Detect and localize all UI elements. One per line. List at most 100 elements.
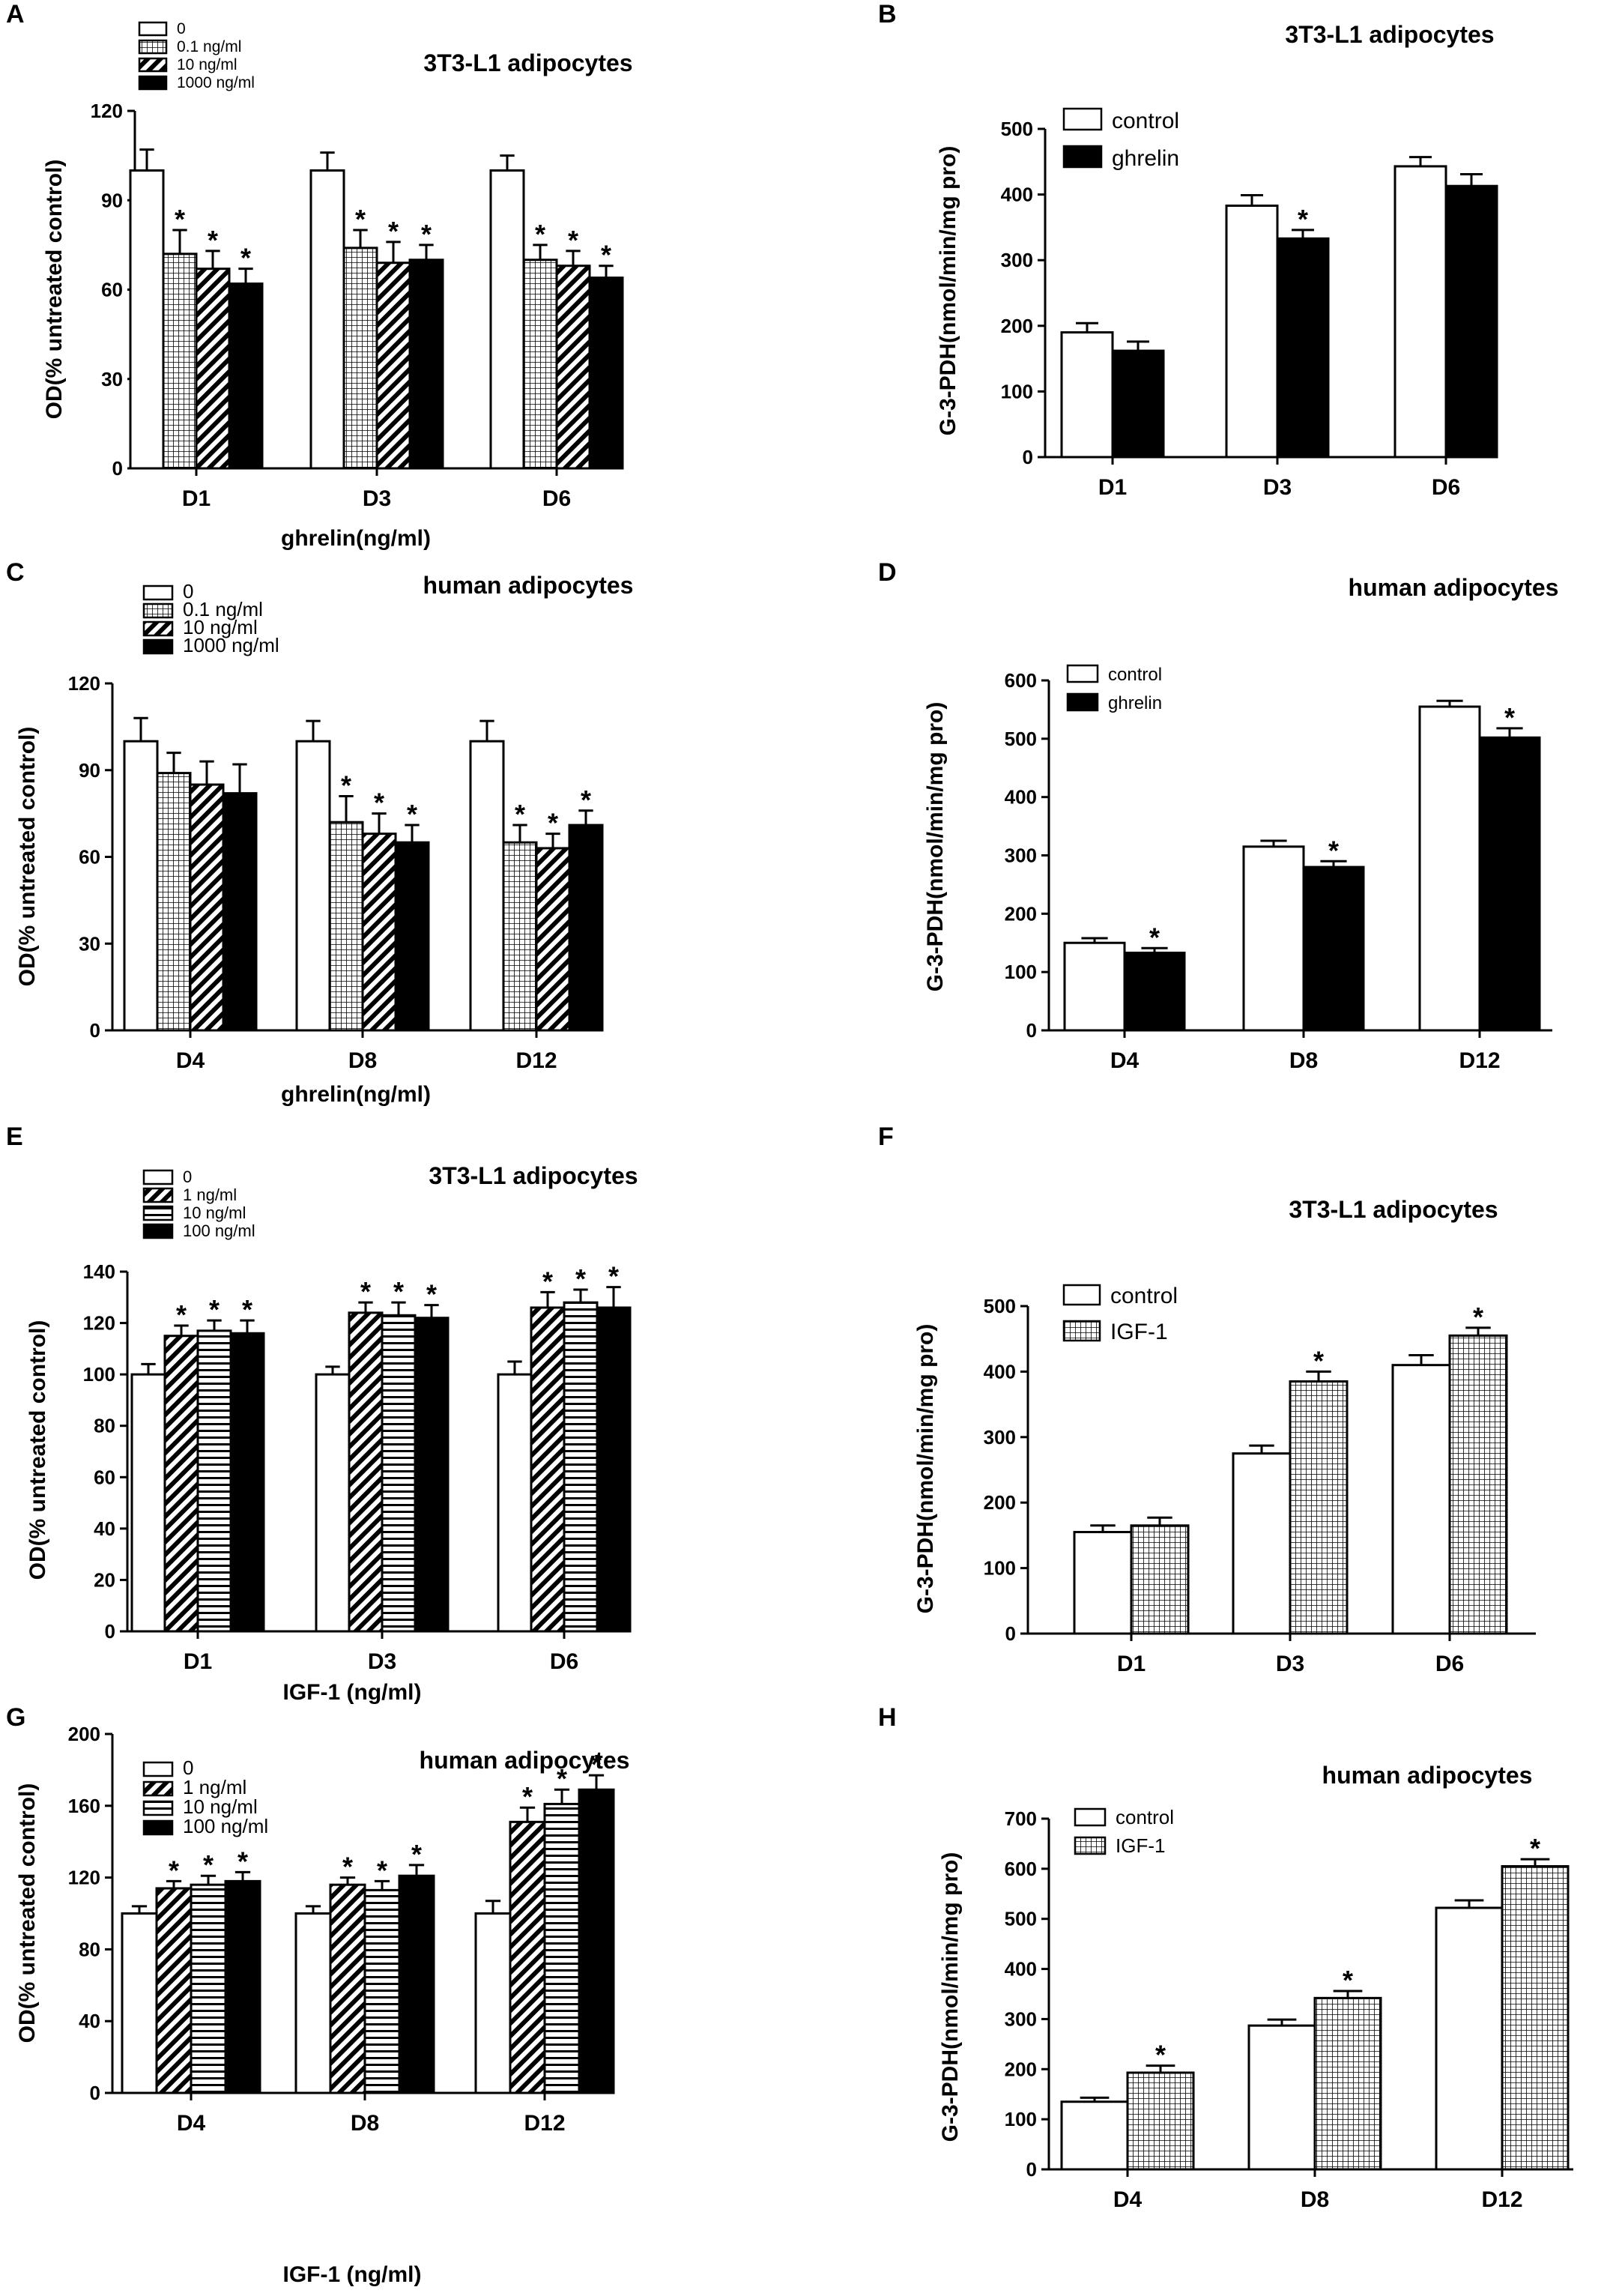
bar [394,841,430,1032]
y-tick-label: 90 [79,759,100,782]
bar [156,772,192,1032]
y-tick-label: 300 [1001,249,1033,271]
bar [1247,2024,1316,2171]
x-category-label: D8 [1289,1048,1318,1073]
legend-swatch [138,57,168,73]
legend-label: 0 [183,1756,193,1779]
legend-label: 0 [183,1167,192,1186]
significance-star: * [1530,1833,1540,1864]
y-tick-label: 40 [94,1517,115,1540]
y-tick-label: 20 [94,1568,115,1591]
panel-letter: D [878,558,897,587]
panel-a: A 3T3-L1 adipocytes 0 30 60 90 120 OD(% untreat… [6,0,633,551]
x-category-label: D4 [1110,1048,1140,1073]
chart-title: 3T3-L1 adipocytes [423,49,632,76]
bar [578,1788,615,2094]
legend-swatch [1074,1836,1107,1855]
significance-star: * [1473,1302,1483,1332]
legend-label: 100 ng/ml [183,1815,268,1837]
legend-swatch [142,1761,174,1777]
bar [228,283,264,470]
legend-label: 1000 ng/ml [183,634,279,656]
bar [294,1912,332,2094]
significance-star: * [581,785,591,815]
y-tick-label: 500 [1005,1908,1037,1930]
significance-star: * [341,770,351,800]
bar [315,1373,351,1633]
bar [1289,1380,1349,1635]
panel-e: E 3T3-L1 adipocytes 0 20 40 60 80 100 120 140 OD(%… [6,1123,638,1705]
legend-label: 10 ng/ml [183,1795,258,1818]
legend-swatch [142,1169,174,1185]
panel-letter: A [6,0,25,28]
x-category-label: D4 [176,1048,205,1073]
chart-title: 3T3-L1 adipocytes [1289,1196,1498,1223]
y-tick-label: 80 [79,1938,100,1960]
legend: control IGF-1 [1074,1806,1174,1857]
y-tick-label: 40 [79,2010,100,2032]
y-tick-label: 80 [94,1415,115,1437]
significance-star: * [411,1839,422,1870]
y-tick-label: 60 [101,279,123,301]
y-tick-label: 100 [1005,2108,1037,2130]
bar [121,1912,158,2094]
y-tick-label: 400 [984,1360,1016,1383]
y-tick-label: 90 [101,189,123,211]
bar [1111,349,1165,459]
significance-star: * [342,1852,353,1882]
y-axis-title: OD(% untreated control) [15,1783,40,2043]
chart-title: 3T3-L1 adipocytes [429,1162,638,1189]
bar [1060,2100,1129,2171]
bar [398,1874,435,2094]
x-axis-title: ghrelin(ng/ml) [281,526,431,551]
bar [1501,1865,1570,2171]
panel-letter: B [878,0,897,28]
significance-star: * [1313,1345,1324,1376]
y-tick-label: 700 [1005,1807,1037,1830]
legend-swatch [142,1780,174,1797]
x-category-label: D1 [182,486,211,511]
y-tick-label: 400 [1005,786,1037,809]
y-tick-label: 400 [1005,1958,1037,1981]
x-axis-title: IGF-1 (ng/ml) [283,2262,422,2287]
significance-star: * [1504,702,1515,733]
x-category-label: D8 [1301,2187,1329,2212]
y-tick-label: 0 [90,1019,100,1042]
bar [474,1912,512,2094]
y-tick-label: 100 [1005,961,1037,983]
y-tick-label: 300 [1005,2008,1037,2030]
bar [1435,1906,1504,2171]
bar [163,1335,199,1633]
significance-star: * [237,1846,248,1876]
panel-letter: F [878,1123,894,1151]
legend-label: 10 ng/ml [183,1203,246,1222]
legend: control ghrelin [1062,107,1179,171]
significance-star: * [522,1781,533,1812]
y-tick-label: 60 [79,846,100,868]
bar [1232,1452,1292,1635]
legend-label: 0.1 ng/ml [177,38,241,55]
significance-star: * [1155,2040,1166,2070]
bar [563,1301,599,1633]
significance-star: * [1343,1965,1353,1996]
significance-star: * [542,1266,553,1296]
panel-letter: E [6,1123,23,1151]
significance-star: * [407,799,417,830]
y-tick-label: 500 [1005,728,1037,750]
chart-title: human adipocytes [1322,1762,1533,1789]
y-tick-label: 100 [984,1557,1016,1580]
y-tick-label: 120 [68,1867,100,1889]
y-tick-label: 500 [984,1295,1016,1317]
bar [196,1329,232,1633]
y-tick-label: 600 [1005,669,1037,692]
x-category-label: D1 [184,1649,212,1674]
y-axis-title: OD(% untreated control) [25,1320,50,1580]
significance-star: * [557,1763,567,1794]
significance-star: * [242,1294,252,1325]
significance-star: * [1149,922,1160,952]
legend-swatch [1062,107,1103,131]
bar [361,833,397,1032]
